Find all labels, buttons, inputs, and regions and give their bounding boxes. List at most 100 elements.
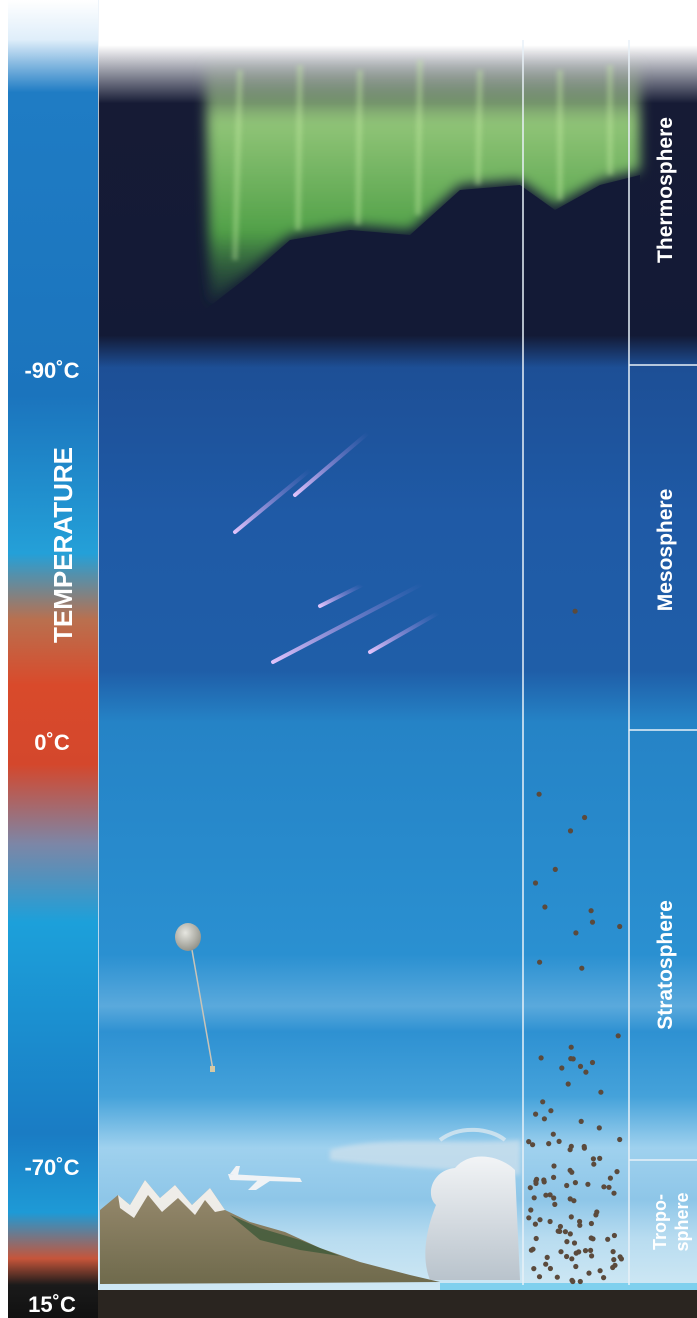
air-molecule bbox=[567, 1196, 573, 1202]
air-molecule bbox=[557, 1228, 563, 1234]
air-molecule bbox=[533, 1111, 539, 1117]
air-molecule bbox=[588, 1220, 595, 1227]
air-molecule bbox=[617, 1136, 623, 1143]
aurora-icon bbox=[205, 59, 640, 320]
temperature-bar-edge bbox=[0, 0, 8, 1318]
air-molecule bbox=[564, 1182, 570, 1189]
air-molecule bbox=[601, 1275, 607, 1281]
air-molecule bbox=[605, 1236, 611, 1242]
air-molecule bbox=[597, 1155, 603, 1161]
air-molecule bbox=[537, 1217, 543, 1223]
air-molecule bbox=[578, 1118, 584, 1124]
air-molecule bbox=[617, 923, 623, 930]
air-molecule bbox=[611, 1190, 617, 1196]
air-molecule bbox=[614, 1169, 620, 1175]
air-molecule bbox=[546, 1141, 552, 1147]
air-molecule bbox=[577, 1218, 583, 1225]
air-molecule bbox=[527, 1185, 533, 1191]
air-molecule bbox=[537, 959, 543, 965]
air-molecule bbox=[573, 930, 579, 936]
thermosphere-label: Thermosphere bbox=[654, 117, 677, 263]
air-molecule bbox=[547, 1218, 553, 1225]
air-molecule bbox=[582, 1248, 589, 1254]
air-molecule bbox=[548, 1108, 554, 1114]
air-molecule bbox=[551, 1174, 557, 1180]
temp-label-minus70: -70˚C bbox=[24, 1155, 79, 1180]
air-molecule bbox=[611, 1257, 617, 1263]
mountain-range-icon bbox=[100, 1180, 440, 1284]
air-molecule bbox=[588, 1247, 594, 1253]
air-molecule bbox=[581, 1145, 588, 1151]
mesosphere-label: Mesosphere bbox=[654, 489, 677, 612]
air-molecule bbox=[577, 1222, 583, 1228]
air-molecule bbox=[606, 1184, 612, 1190]
air-molecule bbox=[552, 866, 558, 873]
air-molecule bbox=[550, 1131, 556, 1137]
air-molecule bbox=[533, 1235, 539, 1242]
air-molecule bbox=[533, 1180, 539, 1186]
air-molecule bbox=[610, 1249, 616, 1255]
air-molecule bbox=[564, 1253, 570, 1260]
air-molecule bbox=[541, 1177, 547, 1183]
air-molecule bbox=[551, 1195, 557, 1201]
air-molecule bbox=[551, 1163, 557, 1169]
temp-label-ground: 15˚C bbox=[28, 1292, 76, 1317]
air-molecule bbox=[531, 1195, 537, 1201]
air-molecule bbox=[577, 1278, 583, 1285]
air-molecule bbox=[538, 1055, 544, 1061]
air-molecule bbox=[558, 1249, 564, 1255]
air-molecule bbox=[544, 1254, 550, 1260]
air-molecule bbox=[585, 1181, 591, 1187]
air-molecule bbox=[617, 1254, 623, 1260]
air-molecule bbox=[562, 1229, 569, 1235]
air-molecule bbox=[543, 1192, 549, 1198]
air-molecule bbox=[557, 1223, 564, 1230]
air-molecule bbox=[570, 1278, 576, 1285]
meteor-streak-icon bbox=[233, 431, 440, 664]
air-molecule bbox=[565, 1081, 571, 1087]
air-molecule bbox=[568, 1044, 574, 1050]
air-molecule bbox=[589, 919, 596, 925]
air-molecule bbox=[540, 1099, 546, 1105]
airplane-icon bbox=[228, 1166, 302, 1190]
temperature-title: TEMPERATURE bbox=[48, 447, 78, 643]
weather-balloon-icon bbox=[175, 923, 215, 1072]
air-molecule bbox=[568, 1214, 574, 1220]
troposphere-label-line1: Tropo- bbox=[650, 1194, 670, 1250]
air-molecule bbox=[564, 1239, 570, 1245]
air-molecule bbox=[541, 1116, 548, 1122]
air-molecule bbox=[591, 1161, 597, 1167]
temperature-bar bbox=[0, 0, 98, 1318]
air-molecule bbox=[528, 1247, 535, 1253]
air-molecule bbox=[542, 904, 548, 910]
air-molecule bbox=[567, 828, 574, 834]
air-molecule bbox=[586, 1270, 592, 1276]
air-molecule bbox=[569, 1256, 575, 1262]
air-molecule bbox=[590, 1156, 597, 1162]
air-molecule bbox=[569, 1169, 575, 1175]
air-molecule bbox=[532, 1221, 539, 1227]
air-molecule bbox=[531, 1266, 537, 1272]
air-molecule bbox=[588, 908, 594, 914]
air-molecule bbox=[589, 1253, 595, 1259]
air-molecule bbox=[572, 1180, 579, 1186]
ground bbox=[0, 1290, 697, 1318]
air-molecule-icon bbox=[526, 608, 625, 1285]
air-molecule bbox=[556, 1138, 562, 1144]
air-molecule bbox=[589, 1059, 596, 1066]
air-molecule bbox=[577, 1063, 584, 1069]
air-molecule bbox=[526, 1139, 532, 1145]
air-molecule bbox=[597, 1268, 603, 1274]
air-molecule bbox=[536, 1274, 543, 1280]
air-molecule bbox=[543, 1261, 549, 1267]
air-molecule bbox=[610, 1264, 616, 1271]
air-molecule bbox=[579, 965, 585, 971]
temp-label-minus90: -90˚C bbox=[24, 358, 79, 383]
air-molecule bbox=[570, 1056, 576, 1062]
air-molecule bbox=[582, 814, 588, 821]
air-molecule bbox=[554, 1274, 560, 1280]
air-molecule bbox=[601, 1184, 607, 1190]
air-molecule bbox=[607, 1175, 614, 1181]
air-molecule bbox=[528, 1207, 534, 1213]
